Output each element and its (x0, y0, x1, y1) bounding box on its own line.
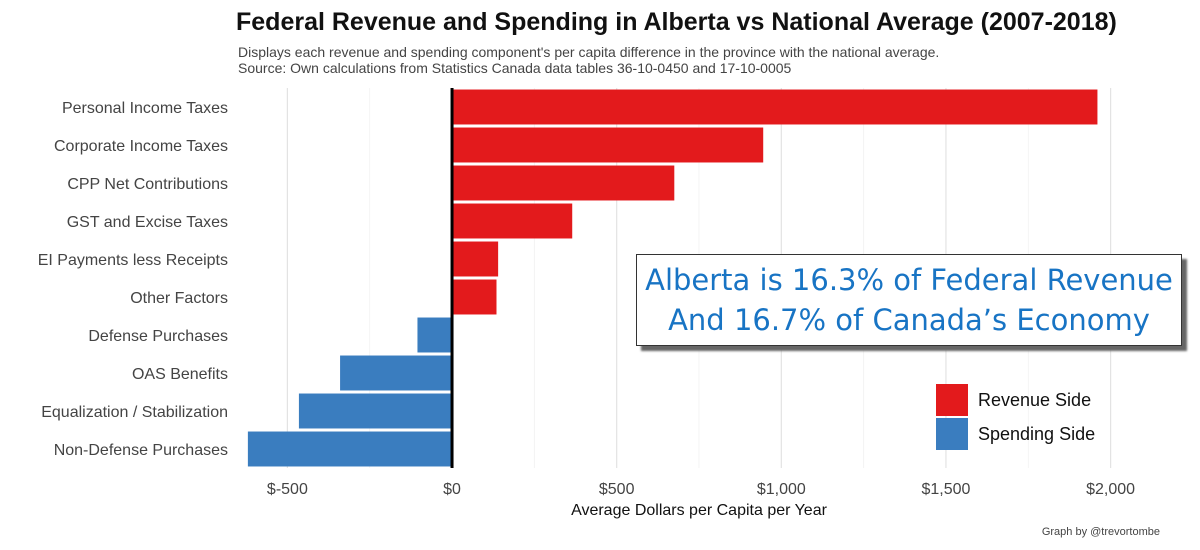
category-label: Personal Income Taxes (62, 100, 228, 117)
category-label: GST and Excise Taxes (67, 214, 228, 231)
chart-subtitle: Displays each revenue and spending compo… (238, 44, 939, 76)
category-labels: Personal Income Taxes Corporate Income Ta… (38, 100, 228, 459)
category-label: Other Factors (130, 290, 228, 307)
callout-line-2: And 16.7% of Canada’s Economy (668, 303, 1150, 337)
bar (452, 203, 573, 239)
bar (417, 317, 453, 353)
x-tick-label: $-500 (267, 481, 308, 498)
bar (452, 241, 499, 277)
callout-box: Alberta is 16.3% of Federal Revenue And … (636, 254, 1182, 346)
category-label: Corporate Income Taxes (54, 138, 228, 155)
legend-item-revenue: Revenue Side (936, 383, 1095, 417)
bar (340, 355, 453, 391)
x-tick-label: $1,500 (921, 481, 970, 498)
x-tick-label: $2,000 (1086, 481, 1135, 498)
x-tick-label: $0 (443, 481, 461, 498)
chart-title: Federal Revenue and Spending in Alberta … (236, 8, 1117, 36)
x-tick-labels: $-500 $0 $500 $1,000 $1,500 $2,000 (267, 481, 1135, 498)
category-label: Non-Defense Purchases (54, 442, 228, 459)
category-label: CPP Net Contributions (67, 176, 228, 193)
bar (452, 165, 675, 201)
bar (298, 393, 453, 429)
legend-swatch-revenue (936, 384, 968, 416)
x-axis-title: Average Dollars per Capita per Year (571, 502, 828, 519)
x-tick-label: $500 (599, 481, 635, 498)
bar (452, 127, 764, 163)
bar (452, 279, 497, 315)
x-tick-label: $1,000 (757, 481, 806, 498)
category-label: Defense Purchases (88, 328, 228, 345)
legend-label-revenue: Revenue Side (978, 389, 1092, 410)
graph-credit: Graph by @trevortombe (1041, 526, 1160, 538)
callout-line-1: Alberta is 16.3% of Federal Revenue (645, 263, 1173, 297)
category-label: OAS Benefits (132, 366, 228, 383)
subtitle-description: Displays each revenue and spending compo… (238, 44, 940, 60)
bar (247, 431, 453, 467)
legend: Revenue Side Spending Side (936, 383, 1095, 451)
category-label: Equalization / Stabilization (41, 404, 228, 421)
legend-swatch-spending (936, 418, 968, 450)
subtitle-source: Source: Own calculations from Statistics… (238, 60, 792, 76)
legend-item-spending: Spending Side (936, 417, 1095, 451)
legend-label-spending: Spending Side (978, 423, 1096, 444)
bars (247, 89, 1098, 467)
bar (452, 89, 1098, 125)
category-label: EI Payments less Receipts (38, 252, 228, 269)
